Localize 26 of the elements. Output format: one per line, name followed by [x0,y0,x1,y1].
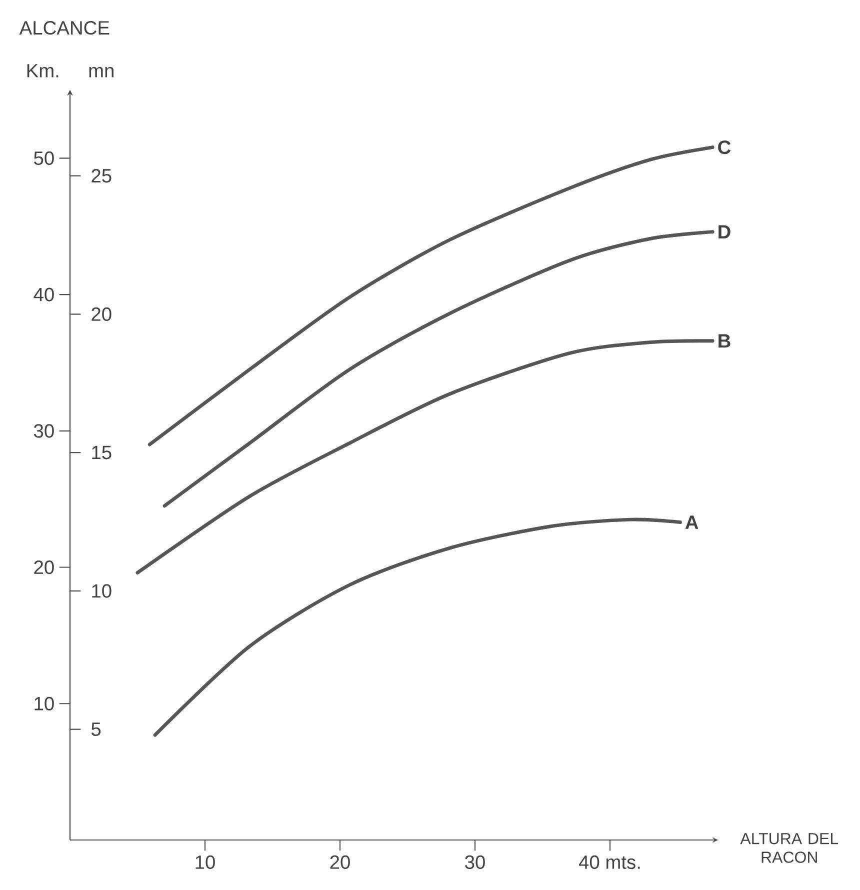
y-tick-label: 40 [33,288,54,302]
x-tick-label: 20 [330,855,350,869]
series-label: B [718,334,730,348]
y-tick-label: 20 [34,560,54,574]
y2-tick-label: 15 [92,446,112,460]
y2-axis-title: mn [89,66,114,78]
y-tick-label: 10 [34,696,54,710]
y2-tick-label: 10 [92,584,112,598]
line-series [148,146,714,446]
y-tick-label: 50 [34,151,54,165]
y-axis-title: Km. [27,64,58,78]
y-tick-label: 30 [34,424,54,438]
line-series [162,230,714,508]
series-label: A [685,516,698,529]
series-label: C [718,140,730,154]
x-tick-label: 10 [196,855,215,869]
x-axis-title: ALTURA DEL RACON [740,833,838,863]
y2-tick-label: 25 [91,169,112,183]
series-label: D [718,225,730,238]
y2-tick-label: 20 [91,307,112,321]
y2-tick-label: 5 [91,722,100,736]
chart-title: ALCANCE [19,21,109,35]
x-tick-label: 40 mts. [578,855,640,869]
line-series [153,518,682,737]
x-tick-label: 30 [464,855,485,869]
line-series [136,339,714,574]
